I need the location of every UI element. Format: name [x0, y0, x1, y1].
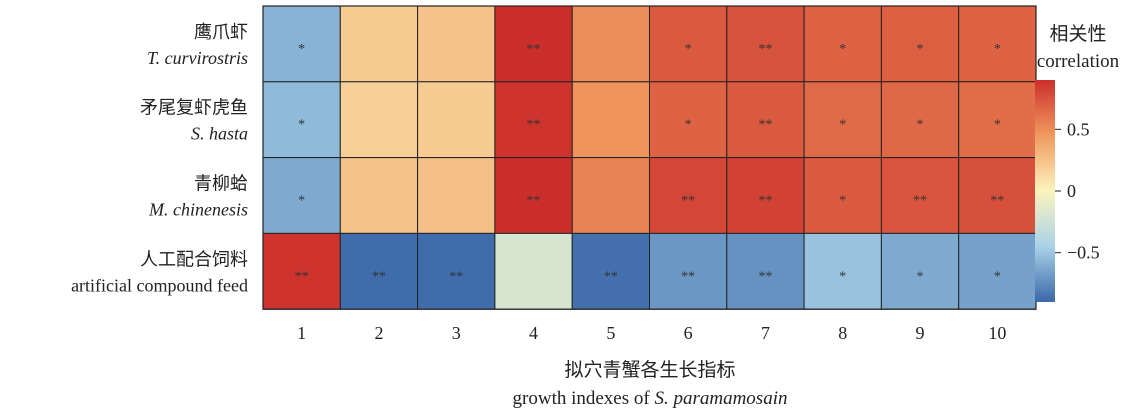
row-label-en-3: M. chinenesis — [148, 200, 248, 220]
significance-mark-r1-c6: * — [685, 42, 692, 57]
heatmap-cell-r3-c8 — [803, 157, 882, 234]
colorbar-title-en: correlation — [1037, 51, 1120, 72]
heatmap-cell-r3-c3 — [417, 157, 496, 234]
colorbar-ticks: 0.5 0 −0.5 — [1055, 119, 1100, 263]
significance-mark-r1-c7: ** — [758, 42, 772, 57]
significance-mark-r4-c8: * — [839, 269, 846, 284]
heatmap-cell-r2-c5 — [571, 81, 651, 159]
heatmap-cell-r3-c1 — [262, 157, 341, 234]
row-label-zh-1: 鹰爪虾 — [194, 22, 248, 42]
heatmap-cell-r2-c9 — [880, 81, 960, 159]
heatmap-cell-r4-c4 — [494, 232, 573, 310]
row-label-en-2: S. hasta — [191, 124, 248, 144]
colorbar — [1035, 80, 1055, 302]
significance-mark-r2-c1: * — [298, 118, 305, 133]
significance-mark-r4-c1: ** — [295, 269, 309, 284]
x-tick-label-6: 6 — [684, 323, 693, 343]
x-axis-title-en-prefix: growth indexes of — [513, 388, 655, 409]
x-tick-label-7: 7 — [761, 323, 770, 343]
row-label-zh-3: 青柳蛤 — [194, 174, 248, 194]
row-label-en-4: artificial compound feed — [71, 275, 248, 295]
heatmap-cell-r3-c9 — [880, 157, 960, 234]
heatmap-cell-r1-c8 — [803, 5, 882, 83]
significance-mark-r1-c8: * — [839, 42, 846, 57]
significance-mark-r1-c1: * — [298, 42, 305, 57]
x-tick-label-3: 3 — [452, 323, 461, 343]
heatmap-cell-r1-c5 — [571, 5, 651, 83]
heatmap-cell-r2-c7 — [726, 81, 805, 159]
heatmap-cell-r1-c3 — [417, 5, 496, 83]
row-label-en-1: T. curvirostris — [147, 48, 248, 68]
heatmap-cell-r2-c8 — [803, 81, 882, 159]
heatmap-cell-r2-c3 — [417, 81, 496, 159]
heatmap-cell-r1-c10 — [958, 5, 1037, 83]
significance-mark-r4-c2: ** — [372, 269, 386, 284]
heatmap-cell-r2-c10 — [958, 81, 1037, 159]
colorbar-tick-label-3: −0.5 — [1067, 243, 1100, 263]
heatmap-cell-r4-c10 — [958, 232, 1037, 310]
heatmap-cell-r3-c5 — [571, 157, 651, 234]
heatmap-cell-r2-c6 — [649, 81, 728, 159]
heatmap-cell-r4-c7 — [726, 232, 805, 310]
significance-mark-r3-c4: ** — [527, 194, 541, 209]
heatmap-cell-r4-c9 — [880, 232, 960, 310]
significance-mark-r2-c6: * — [685, 118, 692, 133]
significance-mark-r4-c7: ** — [758, 269, 772, 284]
heatmap-cell-r1-c2 — [339, 5, 419, 83]
x-tick-label-4: 4 — [529, 323, 538, 343]
significance-mark-r4-c6: ** — [681, 269, 695, 284]
heatmap-cell-r1-c4 — [494, 5, 573, 83]
x-axis-title-en: growth indexes of S. paramamosain — [513, 388, 788, 409]
x-tick-label-10: 10 — [988, 323, 1006, 343]
heatmap-cell-r2-c2 — [339, 81, 419, 159]
heatmap-cell-r4-c5 — [571, 232, 651, 310]
significance-mark-r4-c10: * — [994, 269, 1001, 284]
significance-mark-r4-c9: * — [917, 269, 924, 284]
row-label-zh-2: 矛尾复虾虎鱼 — [140, 98, 248, 118]
heatmap-labels: * ** * ** * * ** ** * ** * * ** ** ** ** * ** **** ** ** ** **… — [71, 22, 1006, 343]
colorbar-tick-label-1: 0.5 — [1067, 119, 1090, 139]
significance-mark-r1-c10: * — [994, 42, 1001, 57]
x-tick-label-9: 9 — [916, 323, 925, 343]
heatmap-cells — [262, 5, 1037, 310]
heatmap-cell-r2-c4 — [494, 81, 573, 159]
heatmap-cell-r3-c2 — [339, 157, 419, 234]
heatmap-cell-r3-c7 — [726, 157, 805, 234]
heatmap-cell-r1-c6 — [649, 5, 728, 83]
significance-mark-r3-c1: * — [298, 194, 305, 209]
significance-mark-r1-c9: * — [917, 42, 924, 57]
heatmap-cell-r1-c1 — [262, 5, 341, 83]
x-tick-label-5: 5 — [606, 323, 615, 343]
significance-mark-r3-c9: ** — [913, 194, 927, 209]
colorbar-tick-label-2: 0 — [1067, 181, 1076, 201]
significance-mark-r2-c7: ** — [758, 118, 772, 133]
significance-mark-r2-c8: * — [839, 118, 846, 133]
row-label-zh-4: 人工配合饲料 — [140, 249, 248, 269]
significance-mark-r1-c4: ** — [527, 42, 541, 57]
x-tick-label-8: 8 — [838, 323, 847, 343]
x-axis-title-en-italic: S. paramamosain — [654, 388, 787, 409]
significance-mark-r2-c9: * — [917, 118, 924, 133]
significance-mark-r4-c3: ** — [449, 269, 463, 284]
x-tick-label-2: 2 — [374, 323, 383, 343]
significance-mark-r3-c6: ** — [681, 194, 695, 209]
significance-mark-r2-c10: * — [994, 118, 1001, 133]
heatmap-cell-r4-c6 — [649, 232, 728, 310]
significance-mark-r4-c5: ** — [604, 269, 618, 284]
x-axis-title-zh: 拟穴青蟹各生长指标 — [564, 359, 735, 381]
heatmap-cell-r4-c1 — [262, 232, 341, 310]
significance-mark-r2-c4: ** — [527, 118, 541, 133]
heatmap-cell-r4-c8 — [803, 232, 882, 310]
significance-mark-r3-c7: ** — [758, 194, 772, 209]
x-tick-label-1: 1 — [297, 323, 306, 343]
significance-mark-r3-c8: * — [839, 194, 846, 209]
colorbar-title-zh: 相关性 — [1049, 23, 1106, 45]
significance-mark-r3-c10: ** — [990, 194, 1004, 209]
